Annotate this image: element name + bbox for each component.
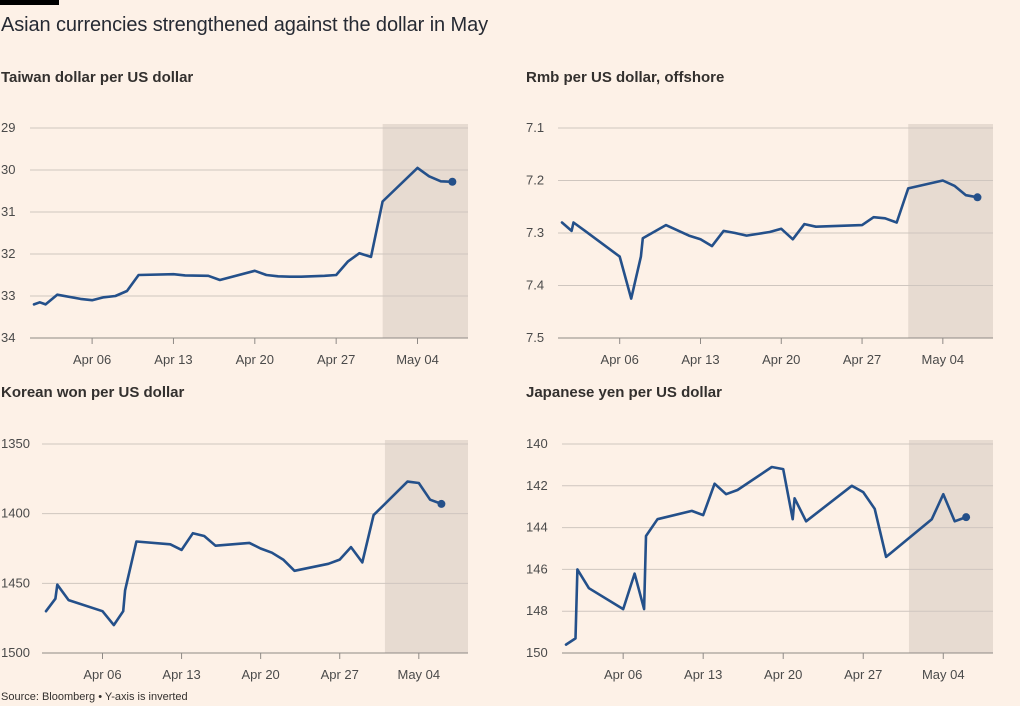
x-tick-label: Apr 20: [764, 667, 802, 682]
x-tick-label: Apr 13: [684, 667, 722, 682]
y-tick-label: 33: [1, 288, 15, 303]
y-tick-label: 144: [526, 520, 548, 535]
end-point-marker: [962, 513, 971, 522]
shaded-region: [908, 124, 993, 338]
y-tick-label: 7.5: [526, 330, 544, 345]
y-tick-label: 29: [1, 120, 15, 135]
y-tick-label: 1500: [1, 645, 30, 660]
chart-panel-4: Japanese yen per US dollar 140 142 144 146 14…: [526, 384, 993, 682]
x-tick-label: Apr 13: [162, 667, 200, 682]
brand-bar: [0, 0, 59, 5]
y-tick-label: 7.2: [526, 173, 544, 188]
series-line: [44, 480, 443, 627]
y-tick-label: 150: [526, 645, 548, 660]
y-tick-label: 32: [1, 246, 15, 261]
chart-panel-3: Korean won per US dollar 1350 1400 1450 1500…: [1, 384, 468, 682]
source-note: Source: Bloomberg • Y-axis is inverted: [1, 691, 188, 703]
x-tick-label: Apr 06: [83, 667, 121, 682]
series-line: [32, 166, 454, 306]
x-tick-label: Apr 13: [681, 352, 719, 367]
end-point-marker: [437, 499, 446, 508]
panel-title: Korean won per US dollar: [1, 384, 185, 401]
series-line: [564, 465, 968, 646]
end-point-marker: [973, 193, 982, 202]
x-tick-label: Apr 06: [604, 667, 642, 682]
x-tick-label: May 04: [397, 667, 440, 682]
x-tick-label: Apr 20: [241, 667, 279, 682]
chart-title: Asian currencies strengthened against th…: [1, 14, 489, 36]
y-tick-label: 140: [526, 436, 548, 451]
x-tick-label: Apr 20: [762, 352, 800, 367]
x-tick-label: Apr 13: [154, 352, 192, 367]
x-tick-label: May 04: [396, 352, 439, 367]
x-tick-label: Apr 06: [601, 352, 639, 367]
y-tick-label: 31: [1, 204, 15, 219]
chart-panel-1: Taiwan dollar per US dollar 29 30 31 32 33 34 A…: [1, 69, 468, 367]
panel-title: Taiwan dollar per US dollar: [1, 69, 193, 86]
series-line: [560, 179, 979, 300]
x-tick-label: May 04: [922, 352, 965, 367]
x-tick-label: May 04: [922, 667, 965, 682]
shaded-region: [384, 440, 468, 653]
panel-title: Rmb per US dollar, offshore: [526, 69, 724, 86]
x-tick-label: Apr 27: [321, 667, 359, 682]
y-tick-label: 1450: [1, 575, 30, 590]
x-tick-label: Apr 06: [73, 352, 111, 367]
y-tick-label: 148: [526, 603, 548, 618]
y-tick-label: 7.4: [526, 278, 544, 293]
chart-panel-2: Rmb per US dollar, offshore 7.1 7.2 7.3 7.4 7…: [526, 69, 993, 367]
y-tick-label: 146: [526, 561, 548, 576]
y-tick-label: 7.3: [526, 225, 544, 240]
shaded-region: [382, 124, 468, 338]
x-tick-label: Apr 27: [317, 352, 355, 367]
x-tick-label: Apr 20: [236, 352, 274, 367]
y-tick-label: 1350: [1, 436, 30, 451]
y-tick-label: 142: [526, 478, 548, 493]
end-point-marker: [448, 177, 457, 186]
y-tick-label: 34: [1, 330, 15, 345]
y-tick-label: 1400: [1, 506, 30, 521]
x-tick-label: Apr 27: [843, 352, 881, 367]
y-tick-label: 30: [1, 162, 15, 177]
shaded-region: [908, 440, 993, 653]
panel-title: Japanese yen per US dollar: [526, 384, 722, 401]
y-tick-label: 7.1: [526, 120, 544, 135]
x-tick-label: Apr 27: [844, 667, 882, 682]
